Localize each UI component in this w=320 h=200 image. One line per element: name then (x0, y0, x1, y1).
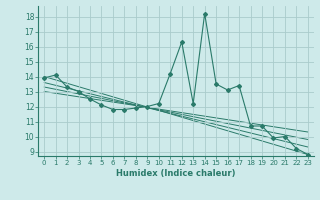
X-axis label: Humidex (Indice chaleur): Humidex (Indice chaleur) (116, 169, 236, 178)
